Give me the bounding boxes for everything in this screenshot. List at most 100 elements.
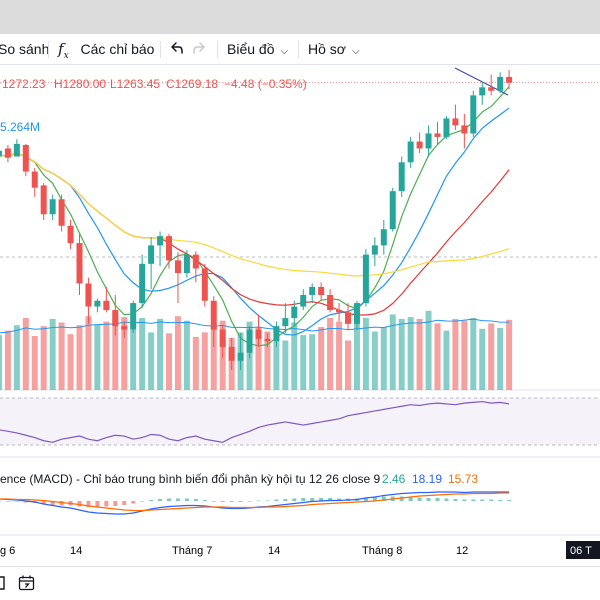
top-gap <box>0 0 600 34</box>
macd-pane <box>0 491 512 515</box>
candle-body <box>121 326 128 330</box>
volume-bar <box>443 330 450 390</box>
macd-histogram-bar <box>122 501 127 505</box>
macd-histogram-bar <box>86 501 91 507</box>
time-label: Tháng 8 <box>362 545 402 557</box>
candle-body <box>130 303 137 330</box>
candle-body <box>174 260 181 274</box>
macd-histogram-bar <box>184 498 189 501</box>
volume-bar <box>13 325 20 390</box>
volume-bar <box>112 315 119 390</box>
candle-body <box>183 254 190 274</box>
macd-histogram-bar <box>14 501 19 502</box>
volume-bar <box>407 317 414 390</box>
toolbar-divider <box>298 41 299 58</box>
candle-body <box>192 254 199 269</box>
candle-body <box>13 143 20 157</box>
candle-body <box>85 283 92 307</box>
macd-histogram-bar <box>498 500 503 501</box>
volume-bar <box>183 320 190 390</box>
ohlc-change: −4.48 (−0.35%) <box>224 77 307 91</box>
candle-body <box>67 225 74 244</box>
signal-line <box>0 492 510 512</box>
volume-bar <box>264 331 271 390</box>
moving-averages <box>0 67 510 347</box>
candle-body <box>380 229 387 246</box>
macd-histogram-bar <box>5 501 10 502</box>
undo-button[interactable] <box>168 34 184 64</box>
candle-body <box>255 329 262 339</box>
macd-histogram-bar <box>113 501 118 506</box>
ma-long-line <box>0 152 510 277</box>
macd-histogram-bar <box>193 499 198 501</box>
macd-histogram-bar <box>95 501 100 507</box>
candle-body <box>148 245 155 264</box>
volume-bar <box>76 325 83 390</box>
fullscreen-icon[interactable] <box>0 575 6 591</box>
time-label: 14 <box>70 545 82 557</box>
macd-histogram-bar <box>274 499 279 501</box>
macd-histogram-bar <box>59 501 64 506</box>
macd-histogram-bar <box>238 501 243 502</box>
function-icon: fx <box>58 40 69 61</box>
volume-bar <box>362 318 369 390</box>
chart-type-label: Biểu đồ <box>227 41 275 57</box>
volume-bar <box>318 327 325 390</box>
candle-body <box>336 310 343 313</box>
indicators-button[interactable]: fx Các chỉ báo <box>58 34 154 64</box>
volume-bar <box>479 328 486 390</box>
volume-bar <box>506 319 513 390</box>
redo-button[interactable] <box>192 34 208 64</box>
volume-bar <box>461 320 468 390</box>
candlesticks <box>0 70 513 370</box>
chart-type-dropdown[interactable]: Biểu đồ ⌵ <box>227 34 288 64</box>
ohlc-high: H1280.00 <box>54 77 106 91</box>
volume-bar <box>85 316 92 390</box>
macd-histogram-bar <box>140 501 145 502</box>
macd-histogram-bar <box>104 501 109 507</box>
candle-body <box>166 236 172 261</box>
goto-date-button[interactable] <box>18 574 36 597</box>
candle-body <box>273 326 280 342</box>
volume-bar <box>49 318 56 390</box>
candle-body <box>4 148 11 158</box>
candle-body <box>31 171 38 188</box>
candle-body <box>264 338 271 342</box>
macd-histogram-bar <box>471 499 476 501</box>
compare-button[interactable]: So sánh <box>0 41 50 57</box>
time-label: g 6 <box>0 545 15 557</box>
volume-bar <box>488 323 495 390</box>
macd-histogram-bar <box>489 499 494 501</box>
volume-bar <box>201 332 208 390</box>
volume-bar <box>58 322 65 390</box>
chevron-down-icon: ⌵ <box>351 46 360 57</box>
macd-histogram-bar <box>337 498 342 501</box>
volume-bar <box>336 321 343 390</box>
time-label: Tháng 7 <box>172 545 212 557</box>
volume-bar <box>282 340 289 390</box>
price-chart[interactable]: 1272.23 H1280.00 L1263.45 C1269.18 −4.48… <box>0 65 600 575</box>
macd-histogram-bar <box>77 501 82 507</box>
profile-dropdown[interactable]: Hồ sơ ⌵ <box>308 34 360 64</box>
volume-bar <box>210 324 217 390</box>
bottom-toolbar <box>0 566 600 600</box>
volume-bar <box>452 318 459 390</box>
candle-body <box>345 312 351 324</box>
volume-bar <box>327 318 334 390</box>
toolbar-divider <box>217 41 218 58</box>
macd-histogram-bar <box>158 499 163 501</box>
candle-body <box>452 118 459 126</box>
volume-bars <box>0 310 513 390</box>
macd-histogram-bar <box>372 497 377 501</box>
chart-area[interactable]: 1272.23 H1280.00 L1263.45 C1269.18 −4.48… <box>0 65 600 575</box>
candle-body <box>112 310 119 327</box>
candle-body <box>0 150 2 157</box>
chevron-down-icon: ⌵ <box>280 46 289 57</box>
candle-body <box>210 300 217 330</box>
time-axis[interactable]: g 6 14 Tháng 7 14 Tháng 8 12 06 T <box>0 541 600 559</box>
candle-body <box>318 286 325 295</box>
candle-body <box>407 141 414 163</box>
time-label: 14 <box>268 545 280 557</box>
macd-histogram-bar <box>175 498 180 501</box>
volume-bar <box>192 336 199 390</box>
